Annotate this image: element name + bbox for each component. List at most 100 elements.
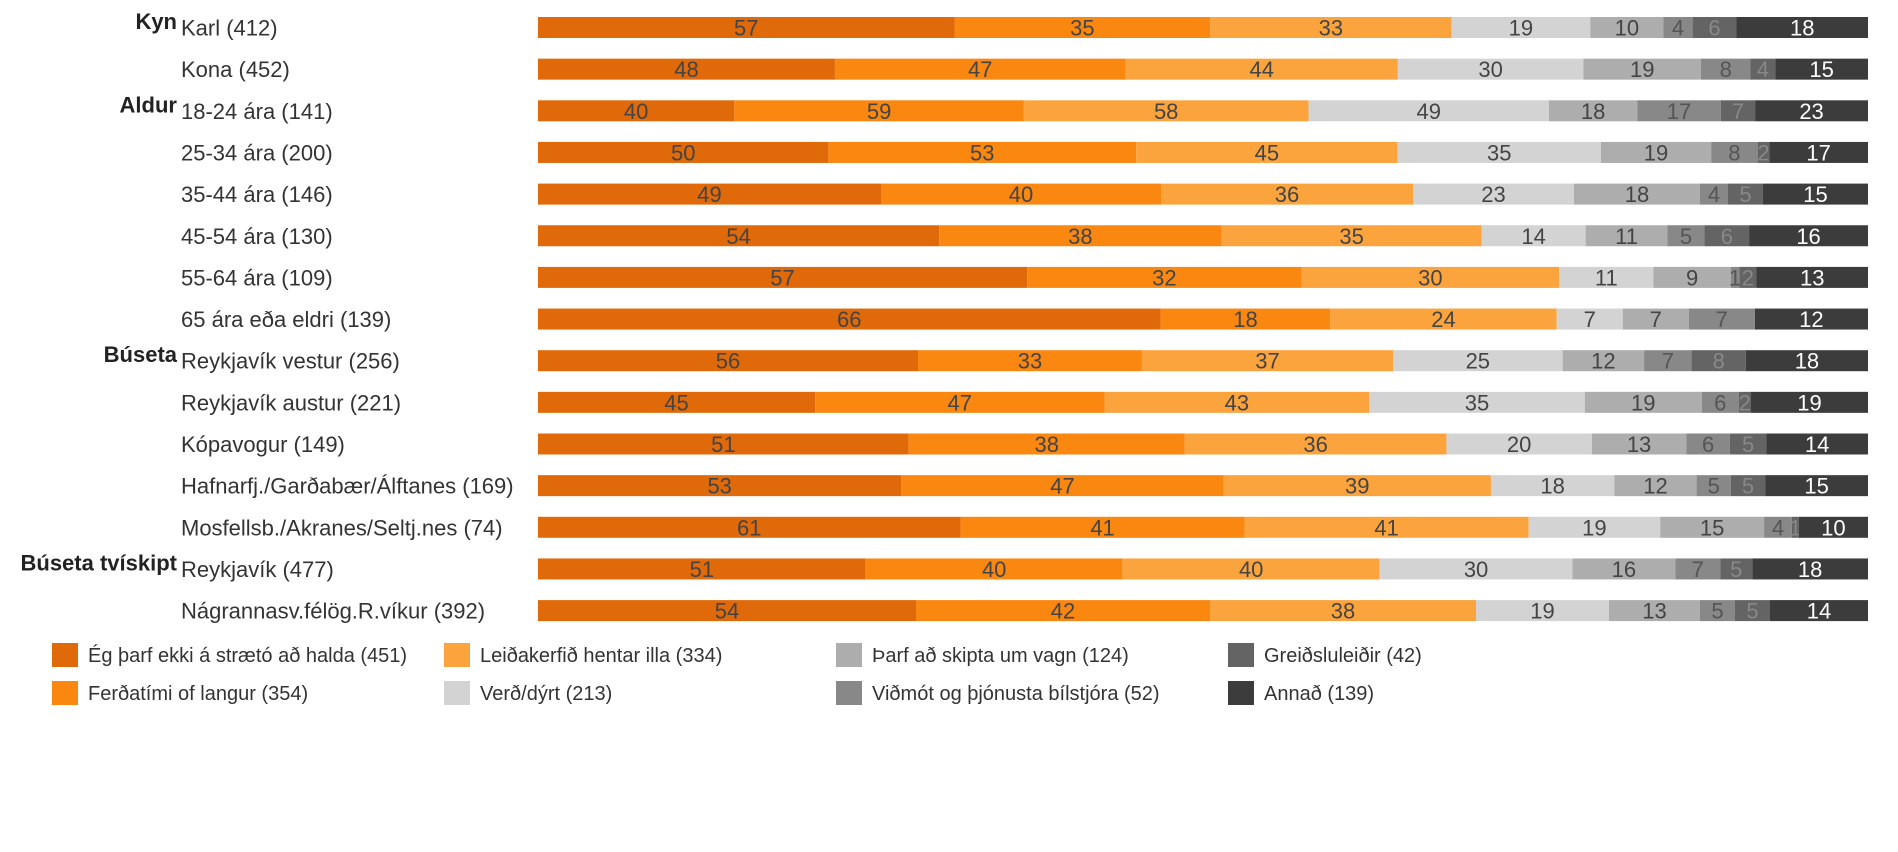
bar-segment [1104,391,1370,413]
data-label: 1 [1789,515,1801,540]
legend-label: Annað (139) [1264,683,1374,705]
bar-segment [538,308,1161,330]
bar-segment [1584,391,1702,413]
bar-segment [1600,141,1712,163]
bar-segment [1451,17,1591,38]
data-label: 5 [1742,432,1754,457]
bar-segment [1379,558,1573,580]
data-label: 2 [1739,390,1751,415]
bar-segment [1572,558,1676,580]
bar-segment [815,391,1105,413]
data-label: 5 [1711,599,1723,624]
data-label: 51 [690,557,714,582]
data-label: 15 [1700,515,1724,540]
data-label: 38 [1068,224,1092,249]
data-label: 47 [1050,474,1074,499]
bar-segment [1184,433,1447,455]
bar-segment [954,17,1211,38]
bar-segment [538,183,881,205]
legend: Ég þarf ekki á strætó að halda (451) Leið… [52,643,1422,705]
data-label: 10 [1821,515,1845,540]
data-label: 18 [1795,349,1819,374]
bar-segment [1704,225,1750,247]
row-label: 65 ára eða eldri (139) [181,307,391,332]
bar-segment [1720,100,1756,122]
data-label: 30 [1478,57,1502,82]
bar-segment [1330,308,1557,330]
data-label: 40 [624,99,648,124]
bar-segment [1663,17,1693,38]
bar-segment [1614,475,1697,497]
data-label: 19 [1509,16,1533,41]
data-label: 12 [1799,307,1823,332]
data-label: 18 [1540,474,1564,499]
data-label: 39 [1345,474,1369,499]
legend-swatch [836,643,862,667]
data-label: 47 [948,390,972,415]
data-label: 57 [770,265,794,290]
bar-segment [1481,225,1586,247]
data-label: 6 [1702,432,1714,457]
data-label: 15 [1809,57,1833,82]
bar-segment [1413,183,1574,205]
bar-segment [1141,350,1393,372]
data-label: 8 [1728,140,1740,165]
data-label: 12 [1643,474,1667,499]
data-label: 53 [970,140,994,165]
data-label: 56 [716,349,740,374]
row-label: 55-64 ára (109) [181,265,333,290]
bar-segment [1691,350,1746,372]
bar-segment [1644,350,1692,372]
data-label: 19 [1797,390,1821,415]
bar-segment [1397,141,1601,163]
data-label: 9 [1686,265,1698,290]
bar-segment [1765,475,1868,497]
data-label: 7 [1650,307,1662,332]
legend-label: Greiðsluleiðir (42) [1264,645,1422,667]
data-label: 43 [1225,390,1249,415]
bar-segment [1161,183,1413,205]
bar-segment [1736,17,1868,38]
bar-segment [1160,308,1331,330]
data-label: 54 [726,224,750,249]
bar-segment [1688,308,1755,330]
data-label: 20 [1507,432,1531,457]
bar-segment [1244,516,1529,538]
row-label: 25-34 ára (200) [181,140,333,165]
bar-segment [939,225,1222,247]
legend-label: Ég þarf ekki á strætó að halda (451) [88,644,407,667]
bar-segment [1637,100,1721,122]
data-label: 8 [1713,349,1725,374]
bar-segment [908,433,1185,455]
row-label: 35-44 ára (146) [181,182,333,207]
legend-swatch [1228,643,1254,667]
row-label: Nágrannasv.félög.R.víkur (392) [181,599,485,624]
row-label: Karl (412) [181,16,278,41]
bar-segment [1136,141,1398,163]
bar-segment [1738,391,1751,413]
data-label: 53 [707,474,731,499]
bar-segment [1745,350,1868,372]
bar-segment [1583,58,1701,80]
legend-swatch [52,643,78,667]
data-label: 51 [711,432,735,457]
data-label: 25 [1466,349,1490,374]
bar-segment [1122,558,1380,580]
data-label: 14 [1521,224,1545,249]
data-label: 33 [1018,349,1042,374]
group-label-buseta-tviskipt: Búseta tvískipt [21,550,178,575]
bar-segment [1686,433,1730,455]
bar-segment [1692,17,1737,38]
data-label: 6 [1714,390,1726,415]
data-label: 5 [1739,182,1751,207]
data-label: 4 [1708,182,1720,207]
data-label: 12 [1591,349,1615,374]
data-label: 42 [1051,599,1075,624]
bar-segment [1730,475,1766,497]
bar-segment [1770,600,1868,622]
data-label: 1 [1729,265,1741,290]
data-label: 7 [1584,307,1596,332]
data-label: 4 [1672,16,1684,41]
data-label: 35 [1339,224,1363,249]
data-label: 41 [1374,515,1398,540]
